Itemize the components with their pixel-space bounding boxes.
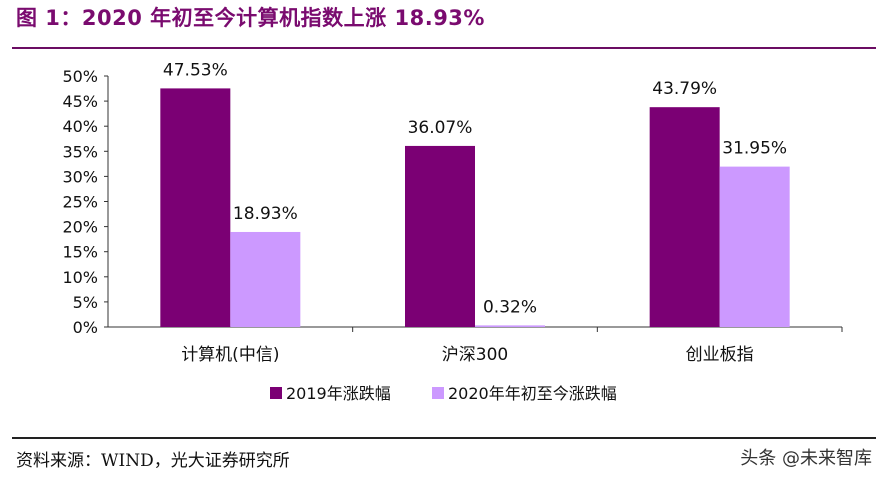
bar-2020	[475, 325, 545, 327]
y-tick-label: 15%	[62, 243, 98, 262]
bar-2019	[405, 145, 475, 327]
footer-divider	[12, 437, 876, 439]
x-tick-label: 创业板指	[686, 345, 754, 365]
bar-2019	[649, 107, 720, 328]
watermark: 头条 @未来智库	[740, 448, 872, 469]
y-tick-label: 5%	[73, 293, 98, 312]
data-label: 47.53%	[163, 60, 228, 80]
chart-title: 图 1：2020 年初至今计算机指数上涨 18.93%	[16, 6, 485, 30]
y-tick-label: 40%	[62, 117, 98, 136]
y-tick-label: 35%	[62, 142, 98, 161]
legend-swatch	[432, 387, 444, 399]
legend-label: 2019年涨跌幅	[286, 384, 391, 403]
data-label: 36.07%	[408, 118, 473, 138]
bar-2020	[719, 166, 790, 327]
bar-2019	[160, 88, 231, 327]
x-tick-label: 计算机(中信)	[181, 345, 279, 365]
data-label: 43.79%	[652, 79, 717, 99]
y-tick-label: 0%	[73, 318, 98, 337]
title-divider	[12, 47, 876, 49]
legend-swatch	[270, 387, 282, 399]
y-tick-label: 25%	[62, 193, 98, 212]
y-tick-label: 30%	[62, 167, 98, 186]
y-tick-label: 50%	[62, 67, 98, 86]
y-tick-label: 20%	[62, 218, 98, 237]
bar-chart: 0% 5% 10% 15% 20% 25% 30% 35% 40% 45% 50% 47.53% 18.…	[62, 60, 843, 403]
bar-2020	[230, 231, 301, 327]
legend-label: 2020年年初至今涨跌幅	[448, 384, 617, 403]
y-tick-label: 45%	[62, 92, 98, 111]
data-label: 31.95%	[722, 139, 787, 159]
y-tick-label: 10%	[62, 268, 98, 287]
source-note: 资料来源：WIND，光大证券研究所	[16, 451, 290, 471]
data-label: 0.32%	[483, 297, 537, 317]
data-label: 18.93%	[233, 204, 298, 224]
x-tick-label: 沪深300	[442, 345, 508, 365]
